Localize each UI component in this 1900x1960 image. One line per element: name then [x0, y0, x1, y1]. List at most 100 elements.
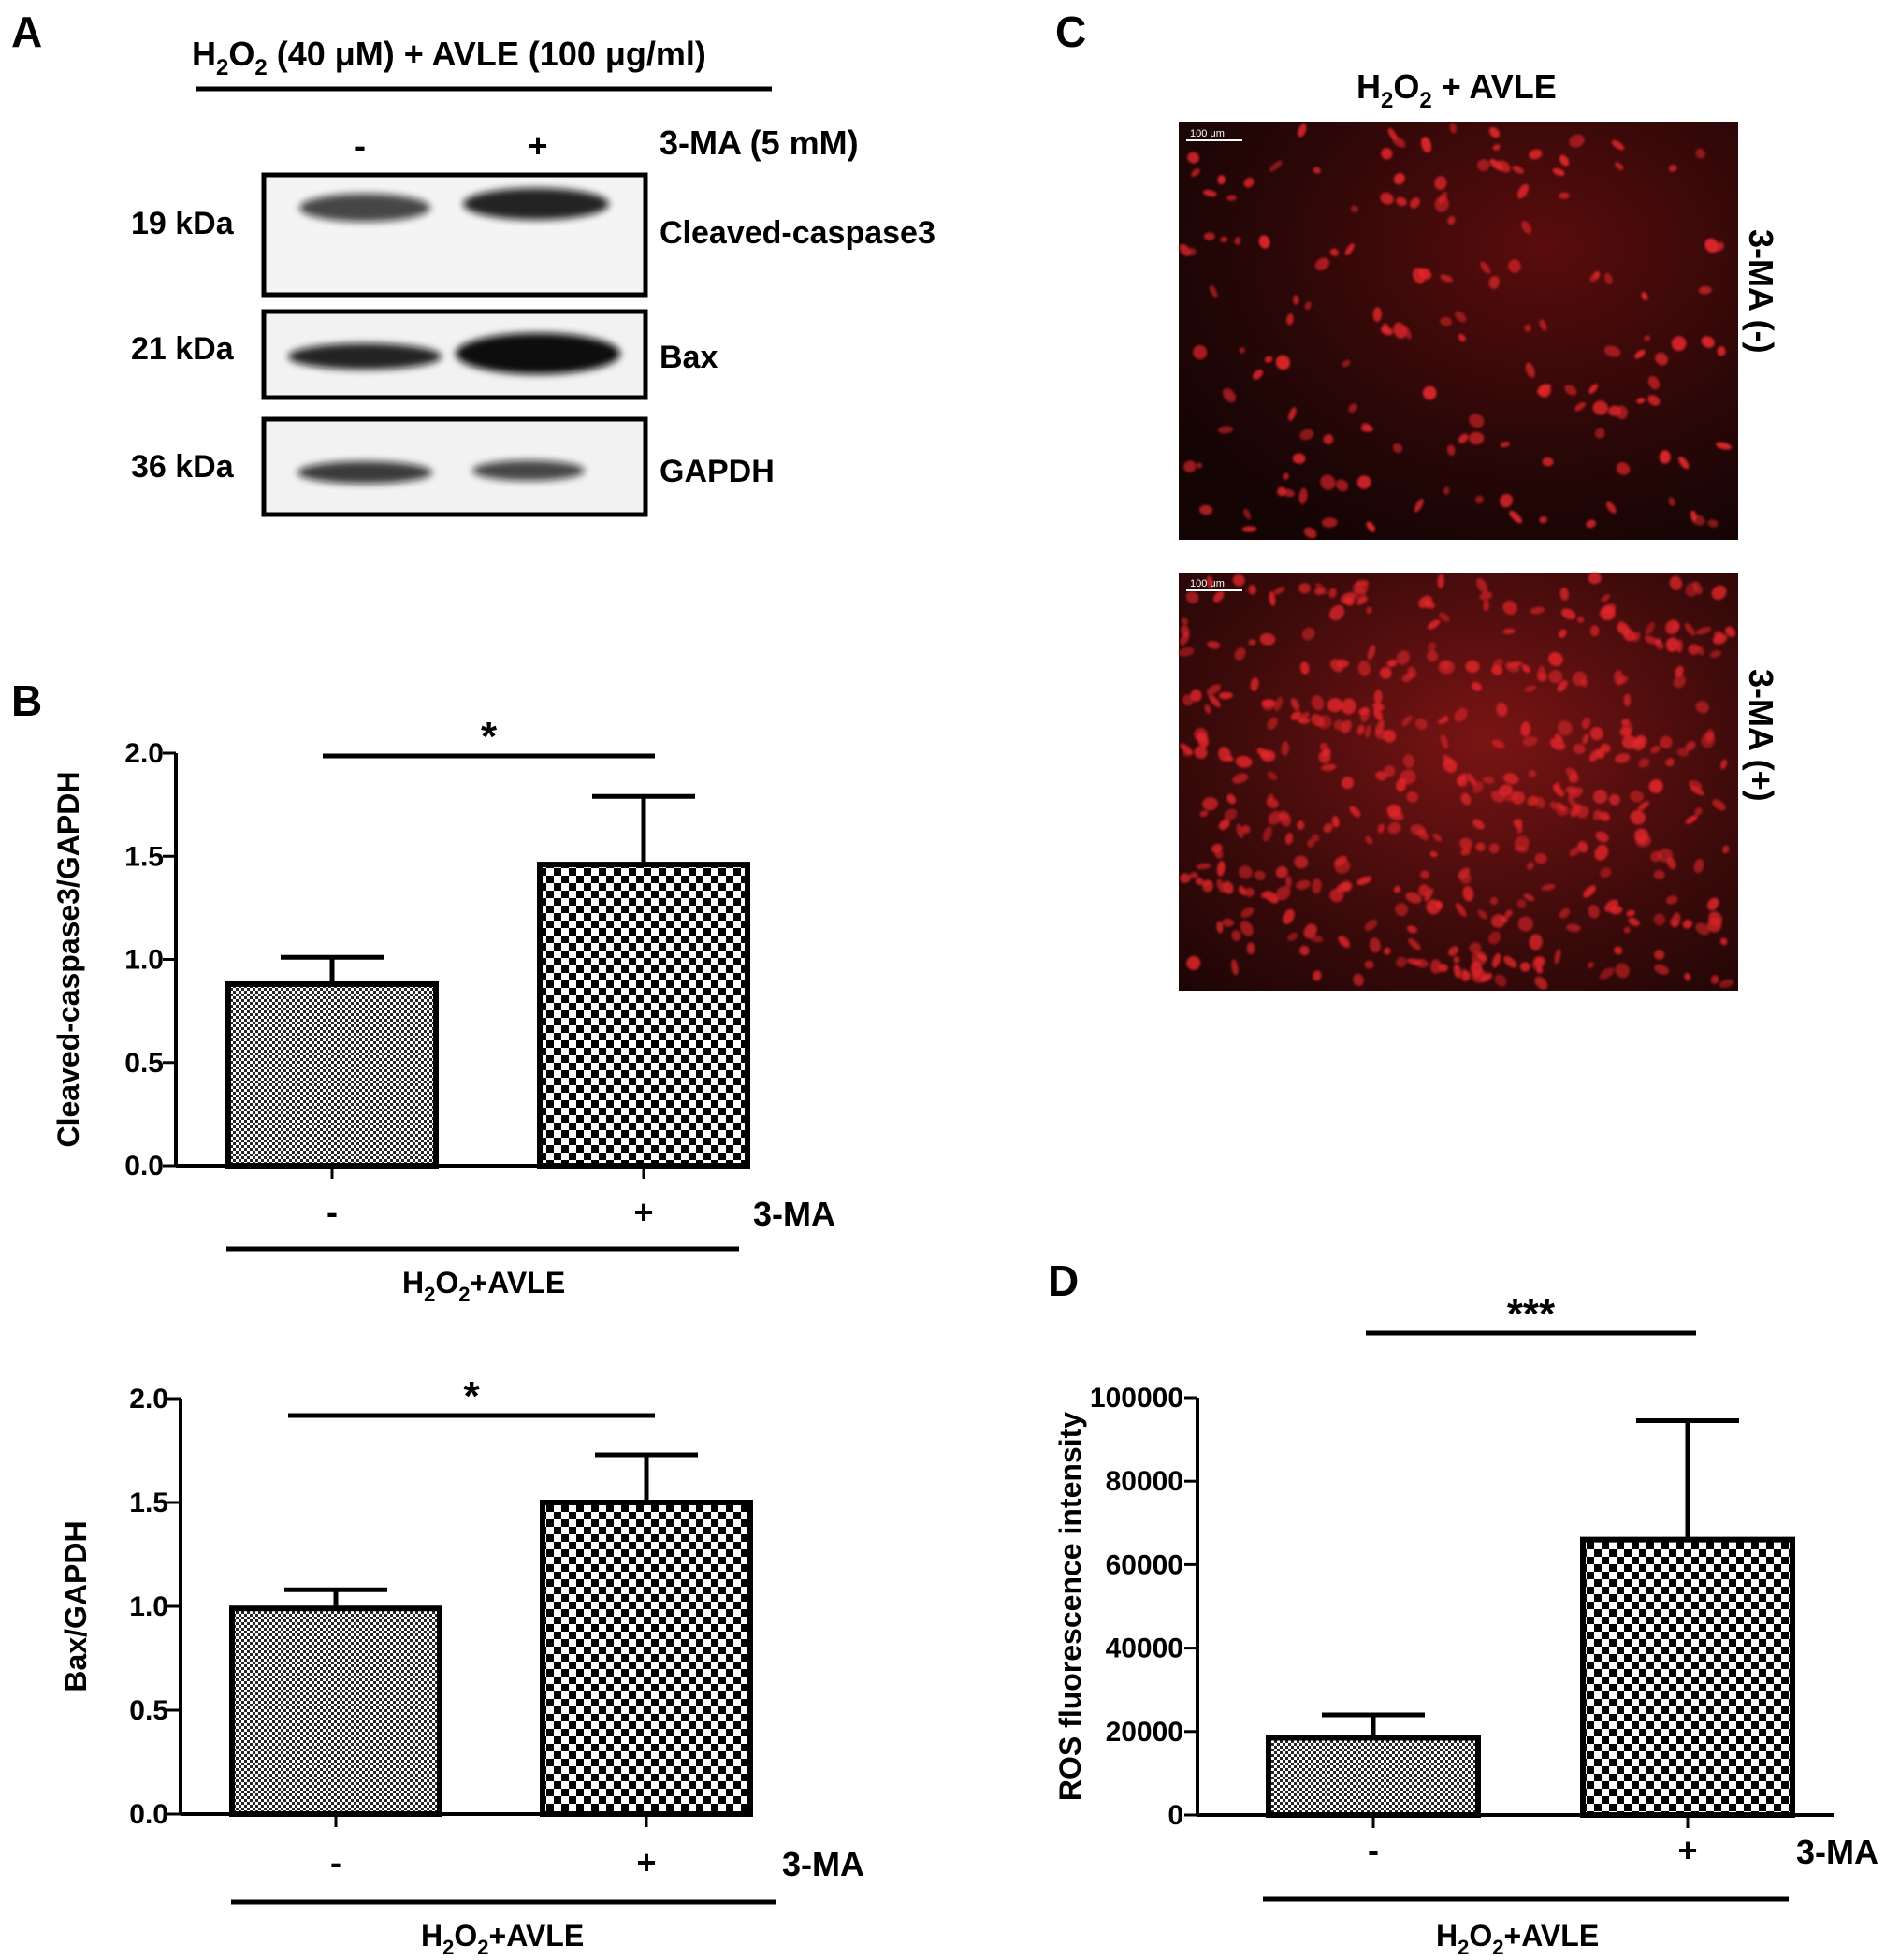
y-tick-label: 0: [1168, 1800, 1183, 1831]
cell: [1418, 884, 1430, 897]
cell: [1405, 892, 1422, 904]
cell: [1238, 865, 1253, 879]
cell: [1437, 573, 1444, 588]
cell: [1253, 369, 1263, 380]
cell: [1671, 336, 1687, 352]
y-tick-label: 20000: [1106, 1717, 1183, 1748]
cell: [1522, 736, 1538, 747]
cell: [1356, 724, 1365, 735]
cell: [1361, 422, 1371, 431]
cell: [1323, 434, 1334, 444]
cell: [1609, 793, 1620, 806]
cell: [1566, 923, 1581, 933]
bar: [1580, 1536, 1795, 1818]
cell: [1520, 721, 1531, 737]
panel-letter-c: C: [1055, 7, 1086, 56]
cell: [1314, 257, 1329, 271]
cell: [1503, 791, 1519, 802]
cell: [1554, 781, 1560, 792]
cell: [1655, 352, 1668, 366]
cell: [1277, 486, 1286, 497]
cell: [1373, 708, 1384, 721]
cell: [1707, 519, 1719, 528]
cell: [1428, 619, 1441, 630]
band-bax-minus: [288, 343, 442, 370]
cell: [1357, 660, 1371, 676]
cell: [1595, 831, 1609, 843]
lane-minus-label: -: [355, 126, 366, 165]
cell: [1430, 959, 1442, 974]
cell: [1488, 275, 1500, 289]
cell: [1254, 870, 1266, 880]
cell: [1717, 346, 1726, 356]
cell: [1559, 154, 1570, 167]
cell: [1280, 813, 1289, 820]
cell: [1475, 842, 1486, 852]
cell: [1634, 349, 1646, 359]
cell: [1290, 711, 1301, 720]
cell: [1516, 899, 1527, 908]
cell: [1206, 684, 1221, 695]
cell: [1559, 907, 1571, 919]
cell: [1290, 698, 1299, 711]
cell: [1441, 661, 1450, 670]
cell: [1466, 773, 1477, 787]
cell: [1217, 426, 1234, 434]
cell: [1438, 612, 1450, 622]
cell: [1647, 395, 1661, 406]
cell: [1600, 743, 1611, 753]
cell: [1440, 316, 1453, 327]
cell: [1186, 955, 1201, 970]
cell: [1267, 771, 1278, 781]
cell: [1574, 401, 1587, 412]
cell: [1648, 779, 1663, 793]
cell: [1527, 795, 1538, 806]
cell: [1286, 313, 1294, 326]
cell: [1615, 162, 1624, 170]
cell: [1365, 835, 1373, 845]
cell: [1216, 921, 1224, 934]
cell: [1313, 970, 1322, 981]
band-bax-plus: [456, 333, 620, 374]
panel-a: A H2O2 (40 μM) + AVLE (100 μg/ml) - + 3-…: [11, 7, 935, 517]
cell: [1517, 916, 1534, 932]
cell: [1374, 719, 1385, 735]
cell: [1264, 890, 1279, 904]
cell: [1350, 205, 1358, 212]
bar: [540, 1500, 753, 1817]
cell: [1669, 575, 1683, 590]
cell: [1708, 911, 1722, 927]
cell: [1557, 720, 1573, 736]
cell: [1338, 936, 1350, 948]
cell: [1479, 591, 1493, 601]
treatment-label: H2O2 (40 μM) + AVLE (100 μg/ml): [192, 35, 706, 80]
cell: [1560, 608, 1576, 620]
cell: [1688, 644, 1701, 655]
blot-weight-gapdh: 36 kDa: [131, 449, 235, 485]
lane-plus-label: +: [528, 126, 547, 165]
cell: [1196, 462, 1203, 469]
cell: [1298, 123, 1307, 138]
cell: [1637, 801, 1649, 811]
x-tick-label: -: [330, 1843, 341, 1881]
cell: [1502, 773, 1519, 785]
cell: [1701, 336, 1715, 348]
y-tick-label: 60000: [1106, 1549, 1183, 1580]
cell: [1615, 963, 1630, 979]
cell: [1660, 735, 1673, 749]
cell: [1682, 919, 1693, 929]
cell: [1505, 661, 1520, 673]
cell: [1285, 875, 1292, 888]
factor-label: 3-MA: [1796, 1833, 1878, 1871]
cell: [1633, 828, 1649, 844]
cell: [1465, 660, 1480, 674]
cell: [1299, 428, 1314, 441]
condition-label: 3-MA (5 mM): [660, 123, 859, 162]
cell: [1179, 873, 1191, 884]
cell: [1393, 173, 1405, 185]
cell: [1725, 626, 1736, 638]
cell: [1424, 600, 1435, 609]
cell: [1645, 635, 1658, 645]
cell: [1364, 919, 1378, 931]
